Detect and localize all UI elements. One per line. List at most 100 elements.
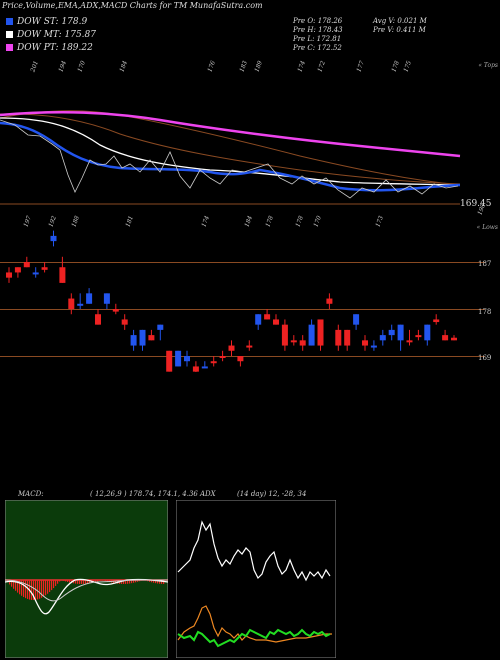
candle-body bbox=[139, 329, 146, 346]
adx-line bbox=[177, 605, 332, 643]
candle-body bbox=[255, 314, 262, 325]
candle-body bbox=[148, 335, 155, 341]
dow-mt-swatch bbox=[6, 31, 13, 38]
level-line-mid bbox=[0, 309, 485, 310]
candle-body bbox=[344, 329, 351, 346]
macd-hist-bar bbox=[31, 580, 33, 600]
candle-body bbox=[166, 350, 173, 372]
stat-pre-open: Pre O: 178.26 bbox=[293, 17, 343, 25]
candle-body bbox=[41, 267, 48, 270]
stat-avg-volume: Avg V: 0.021 M bbox=[373, 17, 427, 25]
macd-hist-bar bbox=[55, 580, 57, 586]
dow-mt-line bbox=[0, 117, 461, 186]
candle-body bbox=[219, 356, 226, 358]
macd-hist-bar bbox=[59, 580, 61, 582]
candle-body bbox=[273, 319, 279, 325]
ema-long-line bbox=[0, 110, 461, 186]
candle-body bbox=[175, 350, 182, 367]
macd-hist-bar bbox=[121, 580, 123, 584]
candle-body bbox=[23, 262, 30, 268]
macd-hist-bar bbox=[159, 580, 161, 584]
macd-hist-bar bbox=[89, 580, 91, 584]
legend-dow-mt: DOW MT: 175.87 bbox=[6, 30, 96, 40]
candle-panel: « Lows 187 178 169 bbox=[0, 222, 500, 372]
macd-hist-bar bbox=[135, 580, 137, 583]
candle-body bbox=[68, 298, 75, 309]
stat-pre-close: Pre C: 172.52 bbox=[293, 44, 342, 52]
macd-hist-bar bbox=[157, 580, 159, 584]
ema-mid-line bbox=[0, 113, 461, 185]
candle-body bbox=[210, 361, 217, 364]
candle-body bbox=[86, 293, 93, 304]
macd-signal-line bbox=[5, 579, 168, 602]
dow-st-swatch bbox=[6, 18, 13, 25]
macd-hist-bar bbox=[131, 580, 133, 584]
macd-hist-bar bbox=[97, 580, 99, 582]
macd-hist-bar bbox=[67, 580, 69, 582]
macd-hist-bar bbox=[39, 580, 41, 599]
legend-dow-pt: DOW PT: 189.22 bbox=[6, 43, 93, 53]
macd-hist-bar bbox=[33, 580, 35, 600]
candle-body bbox=[397, 324, 404, 341]
candle-body bbox=[326, 298, 333, 304]
macd-hist-bar bbox=[57, 580, 59, 584]
macd-hist-bar bbox=[151, 580, 153, 583]
macd-hist-bar bbox=[37, 580, 39, 600]
candle-body bbox=[237, 356, 244, 362]
candle-body bbox=[59, 267, 66, 283]
macd-hist-bar bbox=[23, 580, 25, 598]
macd-hist-bar bbox=[137, 580, 139, 582]
macd-hist-bar bbox=[161, 580, 163, 584]
macd-hist-bar bbox=[95, 580, 97, 582]
adx-panel bbox=[176, 500, 336, 658]
macd-hist-bar bbox=[155, 580, 157, 584]
candle-body bbox=[308, 324, 315, 346]
adx-background bbox=[176, 500, 336, 658]
macd-hist-bar bbox=[133, 580, 135, 583]
macd-hist-bar bbox=[41, 580, 43, 598]
candle-body bbox=[32, 272, 39, 275]
macd-hist-bar bbox=[15, 580, 17, 591]
legend-dow-st: DOW ST: 178.9 bbox=[6, 17, 87, 27]
macd-hist-bar bbox=[9, 580, 11, 585]
dow-pt-line bbox=[0, 111, 461, 158]
candle-body bbox=[335, 329, 342, 346]
candle-body bbox=[424, 324, 431, 341]
candle-body bbox=[50, 235, 57, 242]
macd-hist-bar bbox=[27, 580, 29, 599]
candle-body bbox=[362, 340, 368, 346]
price-line bbox=[0, 119, 459, 199]
macd-hist-bar bbox=[81, 580, 83, 584]
macd-hist-bar bbox=[115, 580, 117, 584]
candle-body bbox=[433, 319, 440, 323]
macd-hist-bar bbox=[21, 580, 23, 596]
candle-body bbox=[121, 319, 128, 325]
candle-body bbox=[157, 324, 164, 330]
candle-body bbox=[415, 335, 422, 338]
legend-dow-st-label: DOW ST: 178.9 bbox=[17, 17, 88, 27]
macd-hist-bar bbox=[25, 580, 27, 599]
candle-body bbox=[14, 267, 21, 273]
macd-hist-bar bbox=[139, 580, 141, 582]
candle-body bbox=[246, 345, 253, 348]
candle-body bbox=[299, 340, 306, 346]
macd-hist-bar bbox=[17, 580, 19, 593]
macd-panel bbox=[5, 500, 168, 658]
macd-hist-bar bbox=[77, 580, 79, 584]
tops-label: « Tops bbox=[478, 62, 498, 69]
macd-hist-bar bbox=[49, 580, 51, 592]
macd-hist-bar bbox=[51, 580, 53, 591]
macd-hist-bar bbox=[65, 580, 67, 582]
macd-hist-bar bbox=[147, 580, 149, 582]
price-label: 169.45 bbox=[460, 199, 492, 209]
candle-body bbox=[281, 324, 288, 346]
macd-hist-bar bbox=[149, 580, 151, 582]
adx-params: (14 day) 12, -28, 34 bbox=[237, 490, 307, 498]
candle-body bbox=[451, 337, 457, 341]
candles-svg bbox=[6, 230, 457, 372]
ema-lines-svg bbox=[0, 110, 461, 205]
candle-body bbox=[192, 366, 199, 372]
candle-body bbox=[201, 366, 208, 369]
stat-pre-volume: Pre V: 0.411 M bbox=[373, 26, 426, 34]
macd-hist-bar bbox=[125, 580, 127, 584]
